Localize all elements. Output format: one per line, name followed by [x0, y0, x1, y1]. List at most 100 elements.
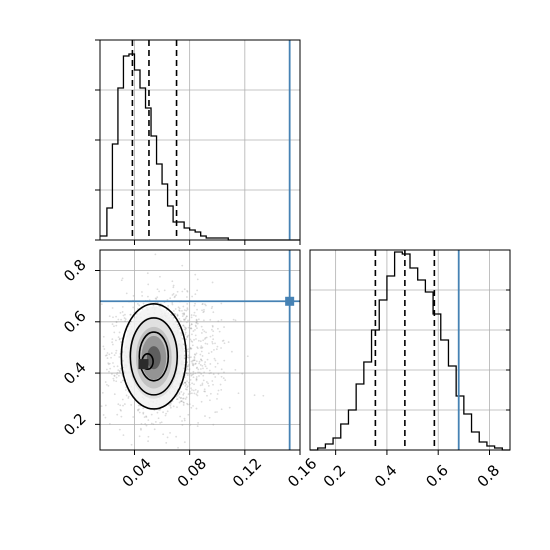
- scatter-point: [193, 356, 196, 358]
- scatter-point: [192, 330, 195, 332]
- scatter-point: [104, 354, 107, 357]
- scatter-point: [211, 305, 214, 308]
- scatter-point: [184, 318, 187, 321]
- scatter-point: [196, 327, 198, 330]
- scatter-point: [111, 307, 114, 309]
- scatter-point: [190, 327, 193, 330]
- truth-marker: [285, 296, 295, 306]
- scatter-point: [192, 389, 195, 392]
- scatter-point: [156, 296, 159, 299]
- scatter-point: [193, 304, 196, 307]
- scatter-point: [223, 371, 225, 374]
- scatter-point: [187, 319, 189, 322]
- scatter-point: [157, 417, 160, 420]
- scatter-point: [118, 337, 121, 340]
- scatter-point: [190, 392, 193, 395]
- scatter-point: [201, 328, 204, 331]
- scatter-point: [193, 359, 196, 362]
- scatter-point: [169, 404, 172, 407]
- scatter-point: [223, 342, 226, 345]
- scatter-point: [202, 379, 205, 382]
- scatter-point: [199, 353, 202, 356]
- scatter-point: [193, 353, 196, 356]
- scatter-point: [175, 294, 178, 297]
- scatter-point: [206, 367, 208, 370]
- scatter-point: [195, 319, 198, 322]
- scatter-point: [190, 323, 193, 326]
- scatter-point: [193, 314, 195, 317]
- scatter-point: [230, 350, 233, 353]
- scatter-point: [199, 346, 202, 349]
- scatter-point: [204, 303, 206, 306]
- scatter-point: [171, 314, 173, 317]
- scatter-point: [189, 327, 192, 330]
- scatter-point: [189, 392, 192, 395]
- scatter-point: [197, 318, 200, 321]
- scatter-point: [201, 355, 204, 357]
- scatter-point: [160, 421, 163, 424]
- scatter-point: [191, 389, 193, 391]
- scatter-point: [176, 406, 178, 409]
- scatter-point: [162, 433, 165, 436]
- scatter-point: [212, 423, 215, 426]
- scatter-point: [120, 409, 122, 412]
- scatter-point: [210, 307, 213, 310]
- scatter-point: [130, 404, 133, 406]
- scatter-point: [206, 394, 208, 397]
- scatter-point: [119, 408, 122, 411]
- scatter-point: [189, 379, 192, 381]
- scatter-point: [200, 372, 203, 375]
- scatter-point: [178, 310, 181, 312]
- scatter-point: [187, 403, 189, 406]
- scatter-point: [194, 324, 197, 327]
- scatter-point: [234, 319, 237, 322]
- scatter-point: [187, 413, 190, 416]
- scatter-point: [115, 320, 118, 323]
- scatter-point: [132, 416, 135, 418]
- scatter-point: [188, 403, 191, 405]
- scatter-point: [187, 356, 190, 359]
- scatter-point: [204, 342, 207, 345]
- scatter-point: [181, 397, 184, 400]
- scatter-point: [190, 387, 192, 390]
- scatter-point: [103, 348, 106, 350]
- scatter-point: [184, 384, 187, 387]
- scatter-point: [203, 330, 206, 333]
- scatter-point: [195, 318, 198, 321]
- contour-line: [120, 303, 188, 410]
- scatter-point: [174, 308, 177, 310]
- scatter-point: [183, 363, 186, 366]
- scatter-point: [193, 383, 195, 386]
- scatter-point: [108, 353, 111, 356]
- scatter-point: [189, 338, 192, 341]
- scatter-point: [122, 404, 124, 407]
- scatter-point: [113, 354, 116, 357]
- scatter-point: [185, 396, 188, 399]
- scatter-point: [183, 319, 186, 321]
- scatter-point: [192, 363, 195, 366]
- scatter-point: [154, 297, 157, 300]
- scatter-point: [115, 376, 118, 379]
- scatter-point: [176, 314, 179, 317]
- scatter-point: [183, 328, 186, 331]
- scatter-point: [214, 359, 217, 362]
- x-tick-label: 0.2: [320, 461, 350, 491]
- scatter-point: [183, 417, 186, 420]
- scatter-point: [186, 308, 189, 311]
- scatter-point: [180, 400, 183, 403]
- scatter-point: [147, 419, 150, 422]
- scatter-point: [113, 379, 115, 382]
- scatter-point: [189, 423, 192, 426]
- scatter-point: [202, 374, 205, 377]
- scatter-point: [216, 362, 219, 365]
- scatter-point: [120, 415, 123, 418]
- scatter-point: [183, 312, 185, 315]
- scatter-point: [211, 341, 214, 343]
- scatter-point: [183, 309, 186, 312]
- scatter-point: [118, 369, 121, 372]
- scatter-point: [178, 307, 181, 310]
- scatter-point: [192, 370, 195, 373]
- scatter-point: [152, 304, 155, 307]
- scatter-point: [183, 313, 186, 315]
- scatter-point: [162, 411, 164, 414]
